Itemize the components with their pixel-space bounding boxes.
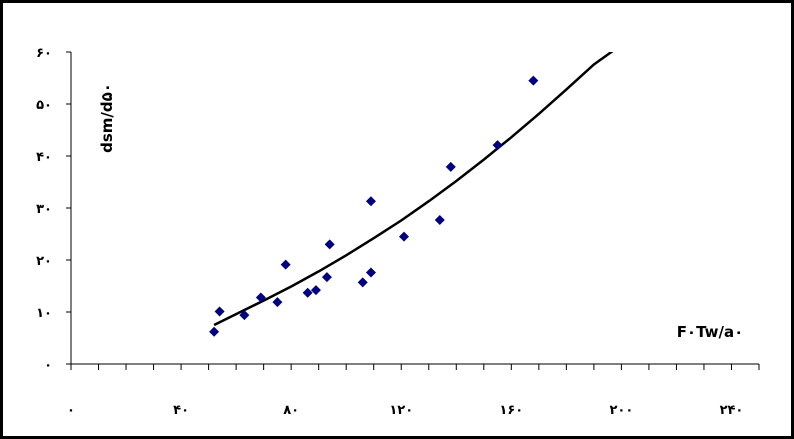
data-point	[492, 140, 503, 151]
data-point	[214, 306, 225, 317]
y-axis-title: dsm/d۵۰	[98, 83, 116, 153]
data-point	[302, 287, 313, 298]
trendline	[213, 52, 614, 327]
x-axis-title: F۰Tw/a۰	[677, 323, 744, 341]
data-point	[445, 161, 456, 172]
x-tick-label: ۲۴۰	[720, 403, 744, 418]
x-tick-label: ۴۰	[173, 403, 189, 418]
x-tick-label: ۰	[67, 403, 75, 418]
x-tick-label: ۱۶۰	[499, 403, 523, 418]
x-tick-label: ۱۲۰	[389, 403, 413, 418]
y-tick-label: ۳۰	[36, 202, 52, 217]
data-point	[280, 259, 291, 270]
x-tick-label: ۸۰	[283, 403, 299, 418]
y-tick-label: ۱۰	[36, 306, 52, 321]
y-axis-ticks: ۰ ۱۰ ۲۰ ۳۰ ۴۰ ۵۰ ۶۰	[36, 46, 71, 373]
y-tick-label: ۲۰	[36, 254, 52, 269]
data-point	[310, 285, 321, 296]
data-point	[255, 292, 266, 303]
data-point	[434, 214, 445, 225]
data-point	[365, 267, 376, 278]
data-point	[324, 239, 335, 250]
data-point	[357, 277, 368, 288]
x-tick-label: ۲۰۰	[609, 403, 633, 418]
x-axis-ticks: ۰ ۴۰ ۸۰ ۱۲۰ ۱۶۰ ۲۰۰ ۲۴۰	[67, 364, 760, 418]
plot-area	[71, 52, 759, 364]
data-points-group	[209, 75, 539, 337]
y-tick-label: ۶۰	[36, 46, 52, 61]
trendline-group	[213, 52, 614, 327]
y-tick-label: ۰	[44, 358, 52, 373]
data-point	[239, 310, 250, 321]
data-point	[272, 297, 283, 308]
y-tick-label: ۴۰	[36, 150, 52, 165]
data-point	[528, 75, 539, 86]
data-point	[209, 326, 220, 337]
data-point	[398, 231, 409, 242]
data-point	[321, 272, 332, 283]
data-point	[365, 196, 376, 207]
y-tick-label: ۵۰	[36, 98, 52, 113]
